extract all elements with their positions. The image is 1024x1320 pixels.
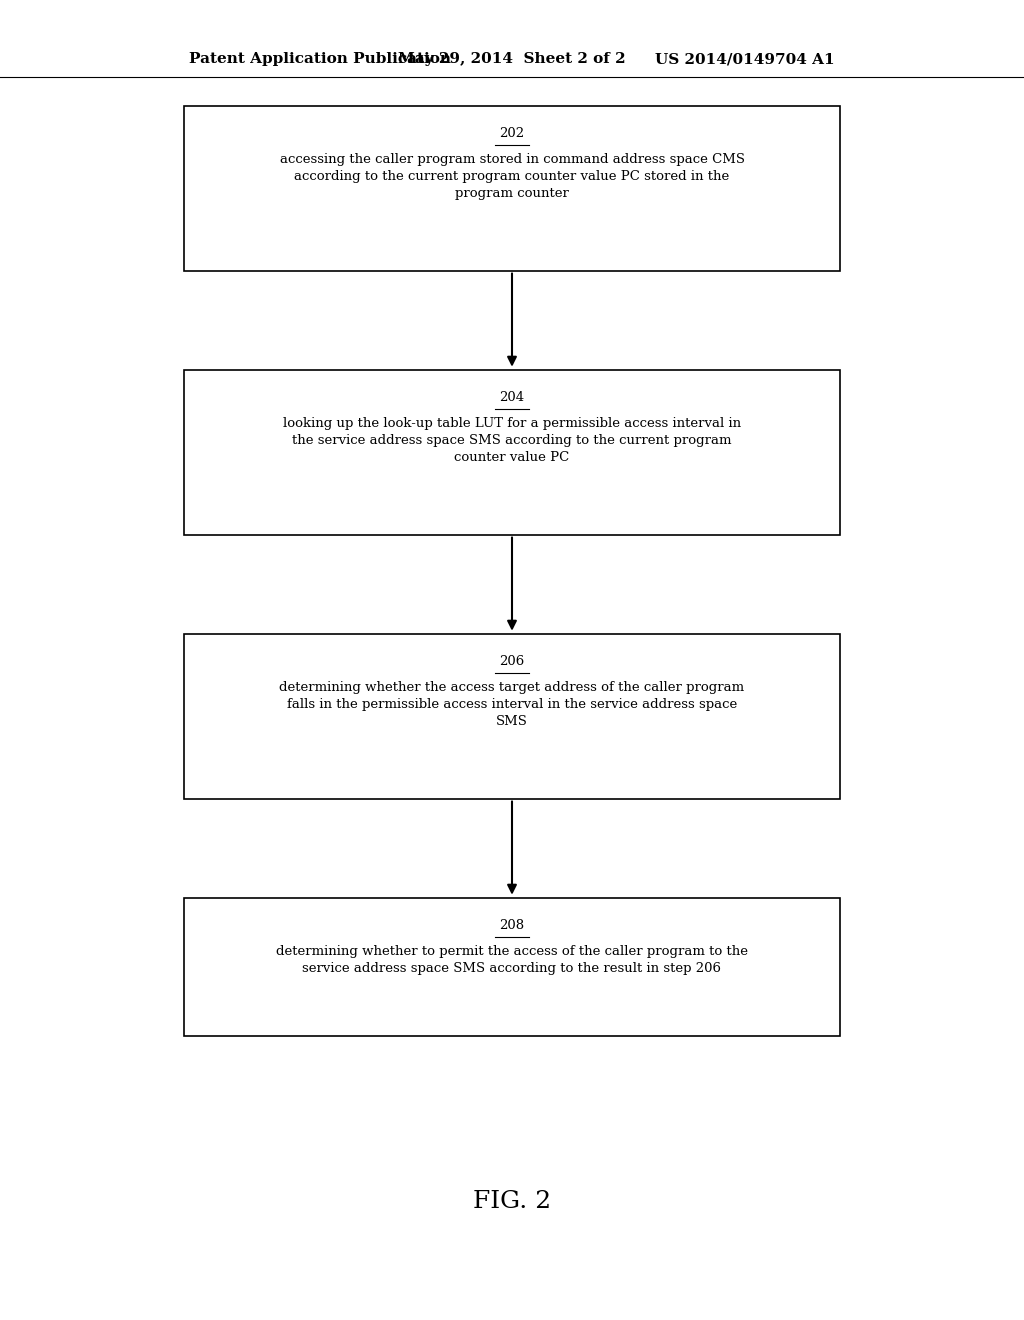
Text: accessing the caller program stored in command address space CMS
according to th: accessing the caller program stored in c… (280, 153, 744, 201)
Text: determining whether to permit the access of the caller program to the
service ad: determining whether to permit the access… (276, 945, 748, 975)
Text: 208: 208 (500, 919, 524, 932)
Text: 202: 202 (500, 127, 524, 140)
Text: looking up the look-up table LUT for a permissible access interval in
the servic: looking up the look-up table LUT for a p… (283, 417, 741, 465)
Text: US 2014/0149704 A1: US 2014/0149704 A1 (655, 53, 835, 66)
FancyBboxPatch shape (184, 898, 840, 1036)
Text: determining whether the access target address of the caller program
falls in the: determining whether the access target ad… (280, 681, 744, 729)
Text: May 29, 2014  Sheet 2 of 2: May 29, 2014 Sheet 2 of 2 (398, 53, 626, 66)
FancyBboxPatch shape (184, 634, 840, 799)
Text: 204: 204 (500, 391, 524, 404)
Text: Patent Application Publication: Patent Application Publication (189, 53, 452, 66)
FancyBboxPatch shape (184, 370, 840, 535)
Text: 206: 206 (500, 655, 524, 668)
FancyBboxPatch shape (184, 106, 840, 271)
Text: FIG. 2: FIG. 2 (473, 1189, 551, 1213)
